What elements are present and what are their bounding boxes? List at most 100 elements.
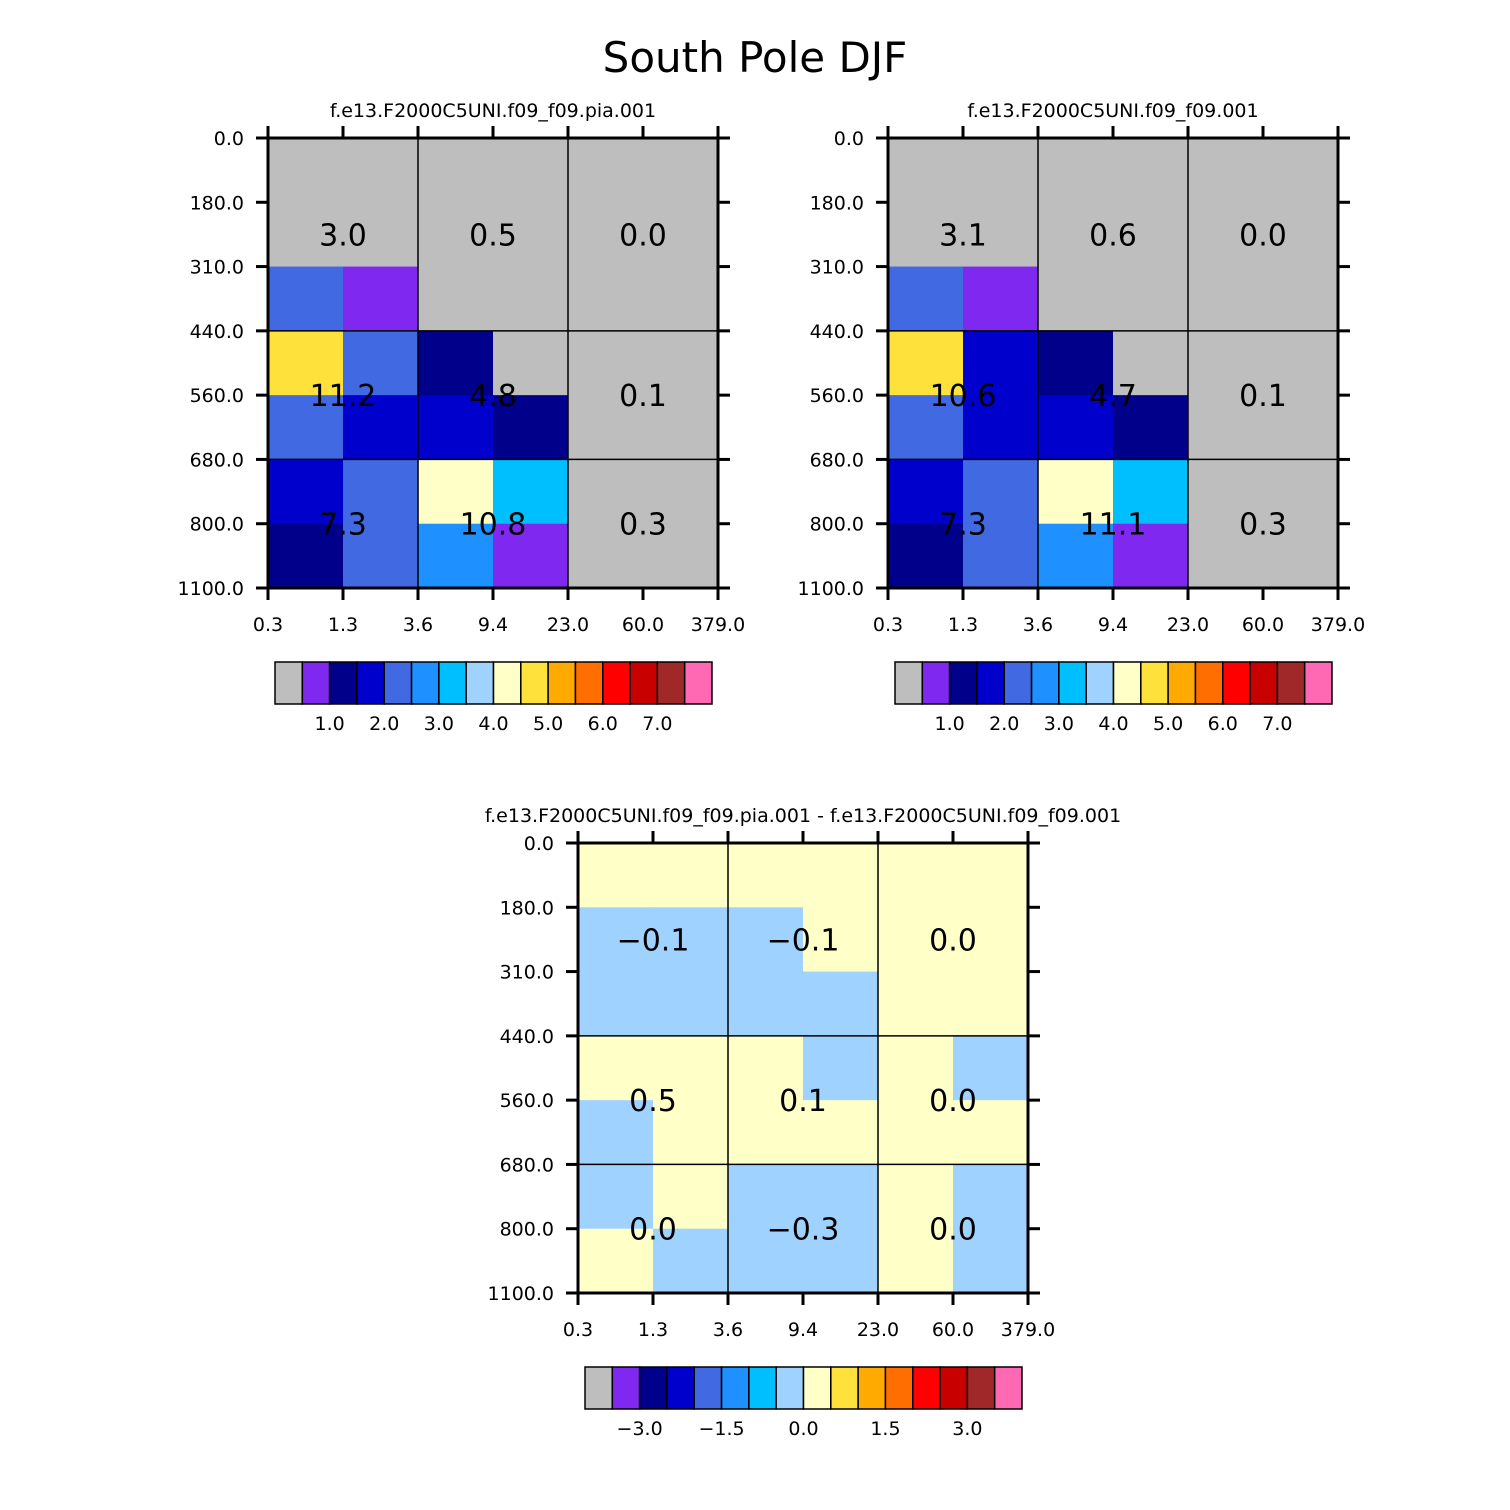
x-tick-label: 9.4 [1098,614,1128,636]
heatmap-cell [728,1100,804,1166]
colorbar-swatch [666,1366,695,1410]
colorbar-swatch [748,1366,777,1410]
colorbar-swatch [438,661,467,705]
heatmap-cell [1038,523,1114,589]
y-tick-label: 680.0 [500,1154,554,1176]
heatmap-cell [568,202,644,268]
heatmap-cell [1188,459,1264,525]
x-tick-label: 23.0 [857,1319,899,1341]
colorbar-swatch [1249,661,1279,705]
heatmap-cell [1038,138,1114,203]
heatmap-cell [1113,459,1189,525]
x-tick-label: 1.3 [328,614,358,636]
x-tick-label: 379.0 [1001,1319,1055,1341]
y-tick-label: 800.0 [500,1219,554,1241]
colorbar-swatch [948,661,978,705]
colorbar-swatch [638,1366,668,1410]
heatmap-cell [1263,202,1339,268]
colorbar-tick-label: 7.0 [642,713,672,735]
heatmap-cell [268,459,344,525]
y-tick-label: 440.0 [190,321,244,343]
heatmap-cell [1113,266,1189,332]
heatmap-cell [1188,395,1264,461]
y-tick-label: 1100.0 [798,578,864,600]
colorbar-swatch [465,661,495,705]
chart-panel-3: f.e13.F2000C5UNI.f09_f09.pia.001 - f.e13… [485,805,1121,1440]
heatmap-cell [493,395,569,461]
colorbar-tick-label: −3.0 [617,1418,663,1440]
y-tick-label: 560.0 [500,1090,554,1112]
colorbar-swatch [921,661,951,705]
box-value-label: 0.0 [1239,218,1287,253]
colorbar-swatch [1030,661,1060,705]
colorbar-swatch [1194,661,1224,705]
heatmap-cell [1038,266,1114,332]
chart-panel-2: f.e13.F2000C5UNI.f09_f09.001 3.1 0.6 0.0 10.… [798,100,1366,735]
colorbar-swatch [775,1366,805,1410]
colorbar-swatch [683,661,713,705]
colorbar-tick-label: 2.0 [369,713,399,735]
heatmap-cell [963,523,1039,589]
colorbar-swatch [912,1366,941,1410]
colorbar-swatch [939,1366,969,1410]
heatmap-cell [803,1228,879,1294]
colorbar-tick-label: 1.5 [870,1418,900,1440]
x-tick-label: 3.6 [713,1319,743,1341]
heatmap-cell [343,202,419,268]
y-tick-label: 560.0 [810,385,864,407]
x-tick-label: 379.0 [691,614,745,636]
heatmap-cell [1188,266,1264,332]
box-value-label: −0.3 [767,1213,840,1248]
colorbar-swatch [492,661,522,705]
x-tick-label: 9.4 [788,1319,818,1341]
colorbar-swatch [356,661,385,705]
y-tick-label: 180.0 [810,192,864,214]
heatmap-cell [878,907,954,973]
box-value-label: 0.6 [1089,218,1137,253]
heatmap-cell [1113,330,1189,396]
heatmap-cell [653,971,729,1037]
heatmap-cell [953,1164,1029,1230]
y-tick-label: 310.0 [500,962,554,984]
heatmap-cell [493,523,569,589]
box-value-label: −0.1 [617,923,690,958]
heatmap-cell [268,202,344,268]
box-value-label: 4.8 [469,379,517,414]
colorbar-swatch [602,661,631,705]
y-tick-label: 0.0 [524,833,554,855]
panel-title: f.e13.F2000C5UNI.f09_f09.pia.001 [330,100,656,122]
x-tick-label: 379.0 [1311,614,1365,636]
y-tick-label: 440.0 [500,1026,554,1048]
box-value-label: 0.0 [619,218,667,253]
box-value-label: 0.1 [1239,379,1287,414]
heatmap-cell [1113,138,1189,203]
x-tick-label: 60.0 [622,614,664,636]
heatmap-cell [343,459,419,525]
y-tick-label: 440.0 [810,321,864,343]
box-value-label: −0.1 [767,923,840,958]
colorbar-swatch [574,661,604,705]
heatmap-cell [803,1164,879,1230]
x-tick-label: 60.0 [1242,614,1284,636]
heatmap-cell [643,330,719,396]
x-tick-label: 3.6 [403,614,433,636]
colorbar-swatch [830,1366,859,1410]
colorbar: 1.0 2.0 3.0 4.0 5.0 6.0 7.0 [894,661,1333,735]
figure-title: South Pole DJF [603,33,908,82]
heatmap-cell [803,843,879,908]
heatmap-cell [953,907,1029,973]
heatmap-cell [578,907,654,973]
colorbar-tick-label: 4.0 [478,713,508,735]
colorbar: 1.0 2.0 3.0 4.0 5.0 6.0 7.0 [274,661,713,735]
heatmap-cell [803,1100,879,1166]
heatmap-cell [1263,523,1339,589]
heatmap-cell [963,138,1039,203]
heatmap-cell [578,1228,654,1294]
colorbar-swatch [383,661,413,705]
box-value-label: 0.0 [929,1084,977,1119]
box-value-label: 0.3 [1239,508,1287,543]
heatmap-cell [578,843,654,908]
heatmap-cell [568,459,644,525]
heatmap-cell [1263,459,1339,525]
heatmap-cell [953,1100,1029,1166]
